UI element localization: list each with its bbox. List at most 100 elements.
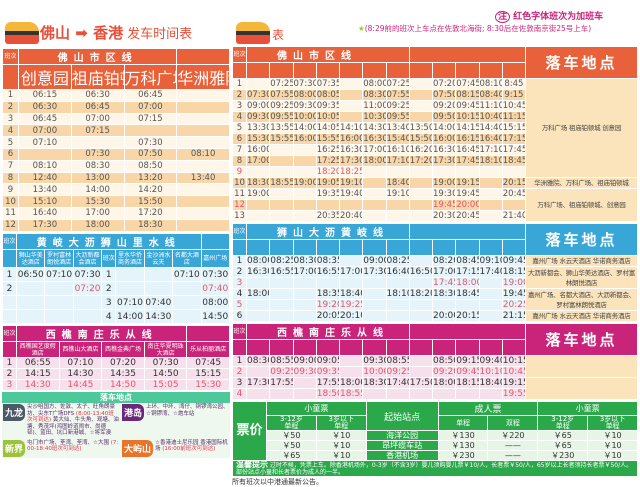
arrow-right-icon: ➡ <box>75 24 88 42</box>
time-cell: 10:05 <box>315 111 341 123</box>
trip-number <box>2 309 17 324</box>
time-cell: 08:10 <box>478 78 503 90</box>
trip-number: 7 <box>232 144 247 156</box>
time-cell <box>408 78 434 90</box>
trip-number: 1 <box>2 89 19 102</box>
time-cell <box>176 206 230 220</box>
time-cell: 19:35 <box>315 188 341 200</box>
time-cell: 07:15 <box>123 112 178 126</box>
time-cell <box>385 299 410 311</box>
time-cell <box>385 388 410 400</box>
time-cell: 08:25 <box>269 255 294 267</box>
time-cell: 18:55 <box>269 177 294 189</box>
time-cell: 18:35 <box>315 288 341 300</box>
time-cell: 20:45 <box>455 210 480 222</box>
trip-number: 4 <box>232 288 247 300</box>
time-cell <box>338 89 364 101</box>
blank <box>408 46 527 63</box>
time-cell <box>15 281 46 296</box>
blank <box>232 62 247 79</box>
time-cell: 08:30 <box>362 89 387 101</box>
time-cell <box>269 299 294 311</box>
table-row: 5 07:10 07:30 <box>2 136 230 149</box>
time-cell: 06:45 <box>70 100 125 114</box>
time-cell: 13:30 <box>245 122 271 134</box>
time-cell <box>431 388 457 400</box>
dropoff-cell <box>525 355 638 378</box>
time-cell: 19:00 <box>245 188 271 200</box>
stop-header <box>455 339 480 356</box>
time-cell: 17:45 <box>431 277 457 289</box>
time-cell <box>362 210 387 222</box>
time-cell <box>269 277 294 289</box>
time-cell <box>362 188 387 200</box>
time-cell: 17:45 <box>501 144 527 156</box>
stop-header <box>478 239 503 256</box>
time-cell: 14:40 <box>478 122 503 134</box>
time-cell: 08:20 <box>431 255 457 267</box>
time-cell: 09:25 <box>385 366 410 378</box>
trip-number: 1 <box>232 78 247 90</box>
stop-header: 万科广场 <box>123 64 178 90</box>
time-cell: 13:40 <box>385 122 410 134</box>
stop-header <box>431 62 457 79</box>
stop-header <box>385 62 410 79</box>
area-stops: 上环、中环、湾仔、铜锣湾公园、☆铜锣湾、☆炮车站 <box>146 404 229 417</box>
time-cell <box>245 310 271 322</box>
time-cell: 17:45 <box>455 155 480 167</box>
time-cell: 09:30 <box>292 100 317 112</box>
time-cell: 18:25 <box>338 166 364 178</box>
time-cell <box>44 281 74 296</box>
trip-number: 1 <box>2 357 17 369</box>
time-cell: 08:50 <box>123 159 178 173</box>
time-cell: 16:55 <box>269 266 294 278</box>
time-cell <box>478 299 503 311</box>
time-cell <box>245 366 271 378</box>
time-cell <box>478 277 503 289</box>
time-cell: 09:10 <box>478 255 503 267</box>
stop-header <box>338 239 364 256</box>
blank <box>2 341 17 358</box>
blank <box>232 239 247 256</box>
time-cell: 17:40 <box>478 266 503 278</box>
time-cell: 10:00 <box>362 366 387 378</box>
time-cell: 17:20 <box>408 155 434 167</box>
time-cell: 17:20 <box>123 206 178 220</box>
stop-header <box>292 239 317 256</box>
time-cell: 19:40 <box>338 188 364 200</box>
time-cell: 19:05 <box>315 177 341 189</box>
time-cell: 19:30 <box>431 188 457 200</box>
blank <box>408 323 527 340</box>
time-cell: 20:25 <box>501 299 527 311</box>
trip-number: 12 <box>232 199 247 211</box>
table-row: 317:3017:5517:5518:0018:3017:4017:5018:0… <box>232 377 638 400</box>
time-cell: 20:05 <box>315 310 341 322</box>
time-cell: 08:05 <box>315 89 341 101</box>
time-cell <box>338 255 364 267</box>
time-cell: 15:05 <box>143 379 188 391</box>
time-cell <box>292 144 317 156</box>
time-cell: 10:45 <box>501 100 527 112</box>
area-stops-2: 黄大仙、牛头角、观塘、油塘、秀茂坪(鸿图岭道闹市、尚德邨)、蓝田、坑口新港城、☆… <box>27 417 119 436</box>
time-cell: 08:10 <box>18 159 72 173</box>
area-stops: ☆香港迪士尼乐园 香港国际机场 <box>155 439 228 453</box>
time-cell: 07:10 <box>18 136 72 149</box>
stop-header <box>455 239 480 256</box>
time-cell <box>338 355 364 367</box>
time-cell: 17:50 <box>408 377 434 389</box>
time-cell: 11:10 <box>478 100 503 112</box>
time-cell: 16:50 <box>408 266 434 278</box>
time-cell: 07:20 <box>431 78 457 90</box>
time-cell: 09:45 <box>501 255 527 267</box>
time-cell: 15:50 <box>408 133 434 145</box>
time-cell <box>245 199 271 211</box>
stop-header <box>269 239 294 256</box>
time-cell <box>15 295 46 310</box>
fare-c2: ￥10 <box>315 450 367 461</box>
line-title: 黄岐大沥狮山里水线 <box>16 233 202 250</box>
time-cell: 08:00 <box>200 295 231 310</box>
time-cell: 16:30 <box>245 266 271 278</box>
time-cell: 13:50 <box>408 122 434 134</box>
time-cell: 07:45 <box>455 78 480 90</box>
